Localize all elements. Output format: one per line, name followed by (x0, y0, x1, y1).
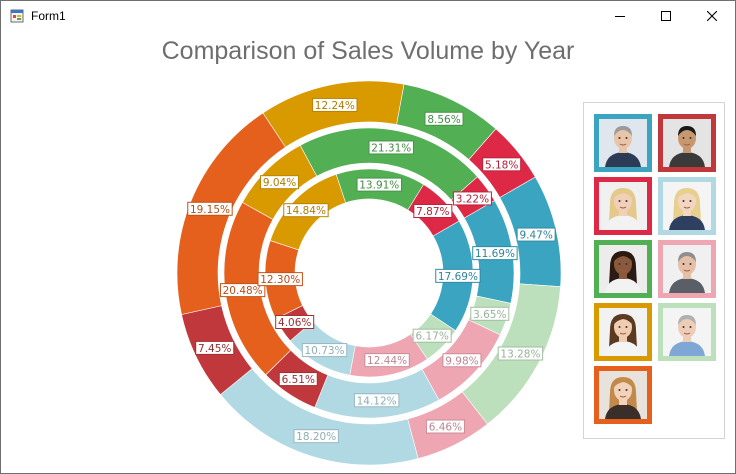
outer-ring-label-6: 19.15% (187, 201, 233, 216)
svg-text:6.51%: 6.51% (282, 374, 315, 386)
legend-item-9 (594, 366, 652, 424)
middle-ring-label-4: 14.12% (353, 393, 400, 408)
inner-ring-label-5: 4.06% (275, 314, 315, 329)
man-gray-hair-tie-photo (663, 245, 711, 293)
outer-ring-label-5: 7.45% (195, 340, 235, 355)
svg-text:9.98%: 9.98% (445, 355, 478, 367)
inner-ring-label-2: 6.17% (412, 328, 452, 343)
svg-text:19.15%: 19.15% (190, 204, 230, 216)
legend-item-7 (594, 303, 652, 361)
woman-dark-hair-photo (599, 245, 647, 293)
title-bar[interactable]: Form1 (1, 1, 735, 31)
svg-text:5.18%: 5.18% (485, 159, 518, 171)
close-icon (707, 11, 717, 21)
middle-ring-label-8: 21.31% (368, 140, 414, 155)
middle-ring-label-5: 6.51% (278, 372, 318, 387)
svg-text:6.17%: 6.17% (415, 331, 448, 343)
maximize-button[interactable] (643, 1, 689, 31)
svg-text:18.20%: 18.20% (296, 431, 336, 443)
middle-ring-label-1: 11.69% (472, 246, 518, 261)
legend-item-6 (658, 240, 716, 298)
outer-ring-label-3: 6.46% (425, 419, 465, 434)
svg-text:14.12%: 14.12% (357, 395, 397, 407)
svg-text:17.69%: 17.69% (438, 271, 478, 283)
legend-item-5 (594, 240, 652, 298)
middle-ring-label-2: 3.65% (470, 306, 510, 321)
outer-ring-label-7: 12.24% (312, 97, 358, 112)
svg-text:11.69%: 11.69% (475, 248, 515, 260)
man-gray-hair-photo (599, 119, 647, 167)
outer-ring-label-4: 18.20% (293, 429, 339, 444)
man-dark-hair-photo (663, 119, 711, 167)
legend-item-4 (658, 177, 716, 235)
svg-text:21.31%: 21.31% (371, 142, 411, 154)
svg-text:8.56%: 8.56% (427, 114, 460, 126)
svg-text:7.45%: 7.45% (198, 343, 231, 355)
minimize-icon (615, 16, 625, 17)
outer-ring-label-2: 13.28% (497, 346, 544, 361)
inner-ring-label-9: 7.87% (413, 203, 453, 218)
inner-ring-label-7: 14.84% (283, 203, 329, 218)
inner-ring-label-8: 13.91% (356, 177, 402, 192)
legend-item-3 (594, 177, 652, 235)
legend-item-1 (594, 114, 652, 172)
outer-ring-label-8: 8.56% (424, 111, 464, 126)
maximize-icon (661, 11, 671, 21)
form-app-icon (10, 9, 24, 23)
legend-item-2 (658, 114, 716, 172)
inner-ring-label-1: 17.69% (435, 268, 481, 283)
svg-text:9.04%: 9.04% (263, 177, 296, 189)
svg-text:12.24%: 12.24% (315, 100, 355, 112)
outer-ring-label-1: 9.47% (516, 227, 556, 242)
woman-blonde-photo (663, 182, 711, 230)
svg-text:4.06%: 4.06% (278, 317, 311, 329)
inner-ring-label-3: 12.44% (364, 353, 410, 368)
svg-text:3.22%: 3.22% (456, 193, 489, 205)
svg-text:12.44%: 12.44% (367, 355, 407, 367)
svg-text:7.87%: 7.87% (416, 206, 449, 218)
inner-ring-label-4: 10.73% (301, 343, 348, 358)
window-title: Form1 (31, 9, 66, 23)
man-glasses-photo (663, 308, 711, 356)
middle-ring-label-7: 9.04% (260, 175, 300, 190)
middle-ring-label-9: 3.22% (452, 191, 492, 206)
close-button[interactable] (689, 1, 735, 31)
svg-text:14.84%: 14.84% (286, 205, 326, 217)
woman-long-hair-photo (599, 371, 647, 419)
middle-ring-label-3: 9.98% (442, 353, 482, 368)
svg-text:3.65%: 3.65% (473, 309, 506, 321)
legend-item-8 (658, 303, 716, 361)
minimize-button[interactable] (597, 1, 643, 31)
woman-blonde-glasses-photo (599, 182, 647, 230)
svg-text:13.91%: 13.91% (359, 180, 399, 192)
woman-brown-hair-photo (599, 308, 647, 356)
outer-ring-label-9: 5.18% (482, 157, 522, 172)
inner-ring-label-6: 12.30% (257, 272, 303, 287)
svg-text:10.73%: 10.73% (305, 345, 345, 357)
svg-text:6.46%: 6.46% (429, 422, 462, 434)
svg-text:20.48%: 20.48% (223, 285, 263, 297)
chart-legend (583, 102, 725, 439)
svg-text:9.47%: 9.47% (519, 230, 552, 242)
middle-ring-label-6: 20.48% (219, 283, 266, 298)
svg-text:12.30%: 12.30% (260, 274, 300, 286)
svg-text:13.28%: 13.28% (500, 349, 540, 361)
chart-title: Comparison of Sales Volume by Year (161, 37, 575, 65)
